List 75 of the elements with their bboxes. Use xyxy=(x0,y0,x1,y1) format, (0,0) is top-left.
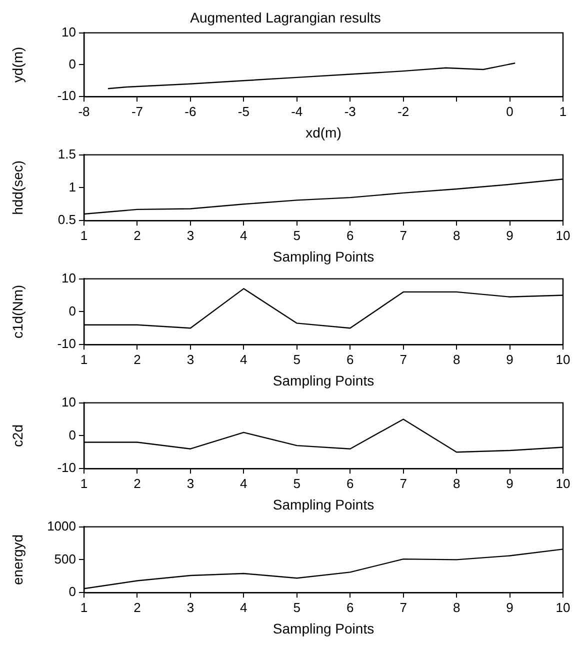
x-tick-label: 10 xyxy=(556,352,570,367)
x-tick-label: 1 xyxy=(80,600,88,615)
x-tick-label: 1 xyxy=(80,352,88,367)
x-tick-label: 1 xyxy=(80,228,88,243)
x-tick-label: 5 xyxy=(293,476,301,491)
x-tick-label: -4 xyxy=(291,104,303,119)
x-tick-label: 8 xyxy=(452,228,460,243)
x-tick-label: 0 xyxy=(506,104,514,119)
x-tick-label: 7 xyxy=(400,600,407,615)
x-tick-label: 2 xyxy=(134,600,141,615)
x-tick-label: 10 xyxy=(556,228,570,243)
y-tick-label: 1 xyxy=(68,179,76,194)
x-tick-label: 6 xyxy=(346,352,354,367)
y-tick-label: 10 xyxy=(62,24,76,40)
x-tick-label: 10 xyxy=(556,476,570,491)
x-axis-title: Sampling Points xyxy=(272,496,374,512)
y-tick-label: 0 xyxy=(68,303,76,318)
x-tick-label: 3 xyxy=(186,352,194,367)
x-tick-label: 4 xyxy=(240,476,248,491)
x-tick-label: 7 xyxy=(400,352,407,367)
y-axis-title: c1d(Nm) xyxy=(9,284,26,339)
x-tick-label: 6 xyxy=(346,476,354,491)
x-tick-label: 5 xyxy=(293,352,301,367)
x-tick-label: -8 xyxy=(78,104,90,119)
y-axis-title: energyd xyxy=(9,534,26,585)
y-axis-title: hdd(sec) xyxy=(9,160,26,215)
x-tick-label: 2 xyxy=(134,476,141,491)
x-tick-label: -3 xyxy=(344,104,356,119)
x-tick-label: 9 xyxy=(506,600,514,615)
x-tick-label: -6 xyxy=(184,104,196,119)
y-tick-label: -10 xyxy=(57,336,76,352)
x-tick-label: -7 xyxy=(131,104,144,119)
y-tick-label: 10 xyxy=(62,270,76,286)
y-tick-label: -10 xyxy=(57,88,76,104)
x-tick-label: 1 xyxy=(80,476,88,491)
y-tick-label: 0 xyxy=(68,584,76,600)
y-tick-label: 0 xyxy=(68,427,76,442)
x-tick-label: 8 xyxy=(452,476,460,491)
x-tick-label: -2 xyxy=(398,104,410,119)
y-tick-label: 1000 xyxy=(47,518,76,534)
x-tick-label: 4 xyxy=(240,352,248,367)
x-tick-label: 1 xyxy=(559,104,567,119)
x-tick-label: 9 xyxy=(506,352,514,367)
y-tick-label: 10 xyxy=(62,394,76,410)
x-tick-label: 3 xyxy=(186,600,194,615)
x-tick-label: 3 xyxy=(186,476,194,491)
x-tick-label: 7 xyxy=(400,228,407,243)
x-tick-label: 5 xyxy=(293,228,301,243)
y-tick-label: 1.5 xyxy=(58,146,76,162)
x-tick-label: 3 xyxy=(186,228,194,243)
x-tick-label: 6 xyxy=(346,600,354,615)
y-axis-title: yd(m) xyxy=(9,46,26,83)
x-tick-label: 8 xyxy=(452,600,460,615)
x-tick-label: 8 xyxy=(452,352,460,367)
x-tick-label: 9 xyxy=(506,476,514,491)
x-tick-label: -5 xyxy=(238,104,250,119)
y-tick-label: 0.5 xyxy=(58,212,76,228)
x-axis-title: Sampling Points xyxy=(272,372,374,388)
x-tick-label: 9 xyxy=(506,228,514,243)
x-axis-title: Sampling Points xyxy=(272,620,374,636)
y-axis-title: c2d xyxy=(9,424,26,447)
x-tick-label: 7 xyxy=(400,476,407,491)
y-tick-label: -10 xyxy=(57,460,76,476)
x-axis-title: xd(m) xyxy=(306,124,342,140)
x-tick-label: 6 xyxy=(346,228,354,243)
y-tick-label: 500 xyxy=(54,551,76,566)
x-tick-label: 2 xyxy=(134,352,141,367)
x-tick-label: 4 xyxy=(240,600,248,615)
x-tick-label: 4 xyxy=(240,228,248,243)
x-tick-label: 5 xyxy=(293,600,301,615)
x-tick-label: 10 xyxy=(556,600,570,615)
x-axis-title: Sampling Points xyxy=(272,248,374,264)
x-tick-label: 2 xyxy=(134,228,141,243)
y-tick-label: 0 xyxy=(68,56,76,72)
chart-title: Augmented Lagrangian results xyxy=(190,9,381,26)
